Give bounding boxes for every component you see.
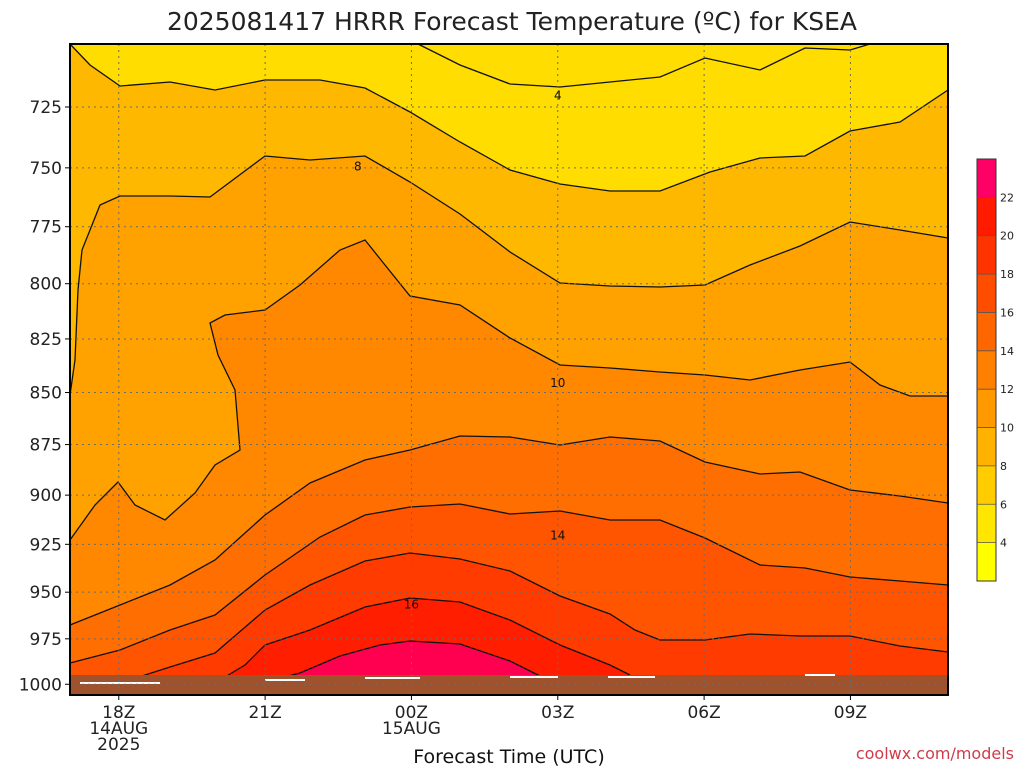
- y-tick-label: 950: [30, 583, 62, 603]
- y-tick-label: 775: [30, 218, 62, 238]
- colorbar-label: 10: [1000, 422, 1014, 435]
- ground-surface: [70, 675, 948, 695]
- ground-markers: [80, 674, 835, 684]
- colorbar-swatch: [977, 465, 996, 505]
- x-axis-label: Forecast Time (UTC): [413, 746, 604, 768]
- colorbar-swatch: [977, 504, 996, 543]
- colorbar-label: 18: [1000, 268, 1014, 281]
- x-tick-label: 14AUG: [89, 719, 148, 739]
- colorbar-swatch: [977, 542, 996, 581]
- contour-label: 16: [404, 597, 419, 611]
- colorbar-label: 22: [1000, 191, 1014, 204]
- colorbar-label: 20: [1000, 230, 1014, 243]
- colorbar-label: 4: [1000, 537, 1007, 550]
- contour-label: 10: [550, 376, 565, 390]
- contour-label: 14: [550, 529, 565, 543]
- colorbar-swatch: [977, 235, 996, 275]
- colorbar-label: 12: [1000, 383, 1014, 396]
- chart-title: 2025081417 HRRR Forecast Temperature (ºC…: [167, 7, 857, 36]
- contour-label: 4: [554, 89, 562, 103]
- x-tick-label: 21Z: [248, 703, 281, 723]
- credit-link[interactable]: coolwx.com/models: [856, 744, 1014, 763]
- y-tick-label: 725: [30, 98, 62, 118]
- grid-layer: [70, 44, 948, 695]
- y-tick-label: 1000: [19, 675, 62, 695]
- colorbar-swatch: [977, 274, 996, 313]
- colorbar-label: 14: [1000, 345, 1014, 358]
- colorbar-label: 6: [1000, 498, 1007, 511]
- y-tick-label: 825: [30, 330, 62, 350]
- colorbar-swatch: [977, 312, 996, 351]
- y-tick-label: 925: [30, 535, 62, 555]
- y-tick-label: 975: [30, 630, 62, 650]
- plot-frame: [69, 43, 949, 696]
- x-tick-label: 15AUG: [382, 719, 441, 739]
- colorbar-swatch: [977, 389, 996, 428]
- x-tick-label: 00Z: [395, 703, 428, 723]
- x-tick-label: 09Z: [834, 703, 867, 723]
- colorbar-frame: [976, 158, 997, 582]
- colorbar-label: 16: [1000, 306, 1014, 319]
- x-tick-label: 06Z: [687, 703, 720, 723]
- x-tick-label: 03Z: [541, 703, 574, 723]
- colorbar-swatch: [977, 427, 996, 466]
- colorbar-swatch: [977, 197, 996, 236]
- colorbar-label: 8: [1000, 460, 1007, 473]
- plot-area: 4 8 10 14 16: [69, 43, 949, 696]
- y-tick-label: 750: [30, 159, 62, 179]
- colorbar-swatch: [977, 350, 996, 390]
- x-tick-label: 2025: [97, 735, 140, 755]
- band-20-22: [265, 641, 540, 682]
- band-18-20: [215, 598, 630, 683]
- x-tick-label: 18Z: [102, 703, 135, 723]
- y-axis: 725 750 775 800 825 850 875 900 925 950 975 1000: [19, 98, 70, 695]
- y-tick-label: 800: [30, 275, 62, 295]
- y-tick-label: 850: [30, 384, 62, 404]
- colorbar: 22 20 18 16 14 12 10 8 6 4: [976, 158, 1014, 582]
- y-tick-label: 875: [30, 436, 62, 456]
- contour-label: 8: [354, 159, 362, 173]
- contour-label-layer: 4 8 10 14 16: [354, 89, 565, 612]
- colorbar-swatch: [977, 159, 996, 198]
- y-tick-label: 900: [30, 486, 62, 506]
